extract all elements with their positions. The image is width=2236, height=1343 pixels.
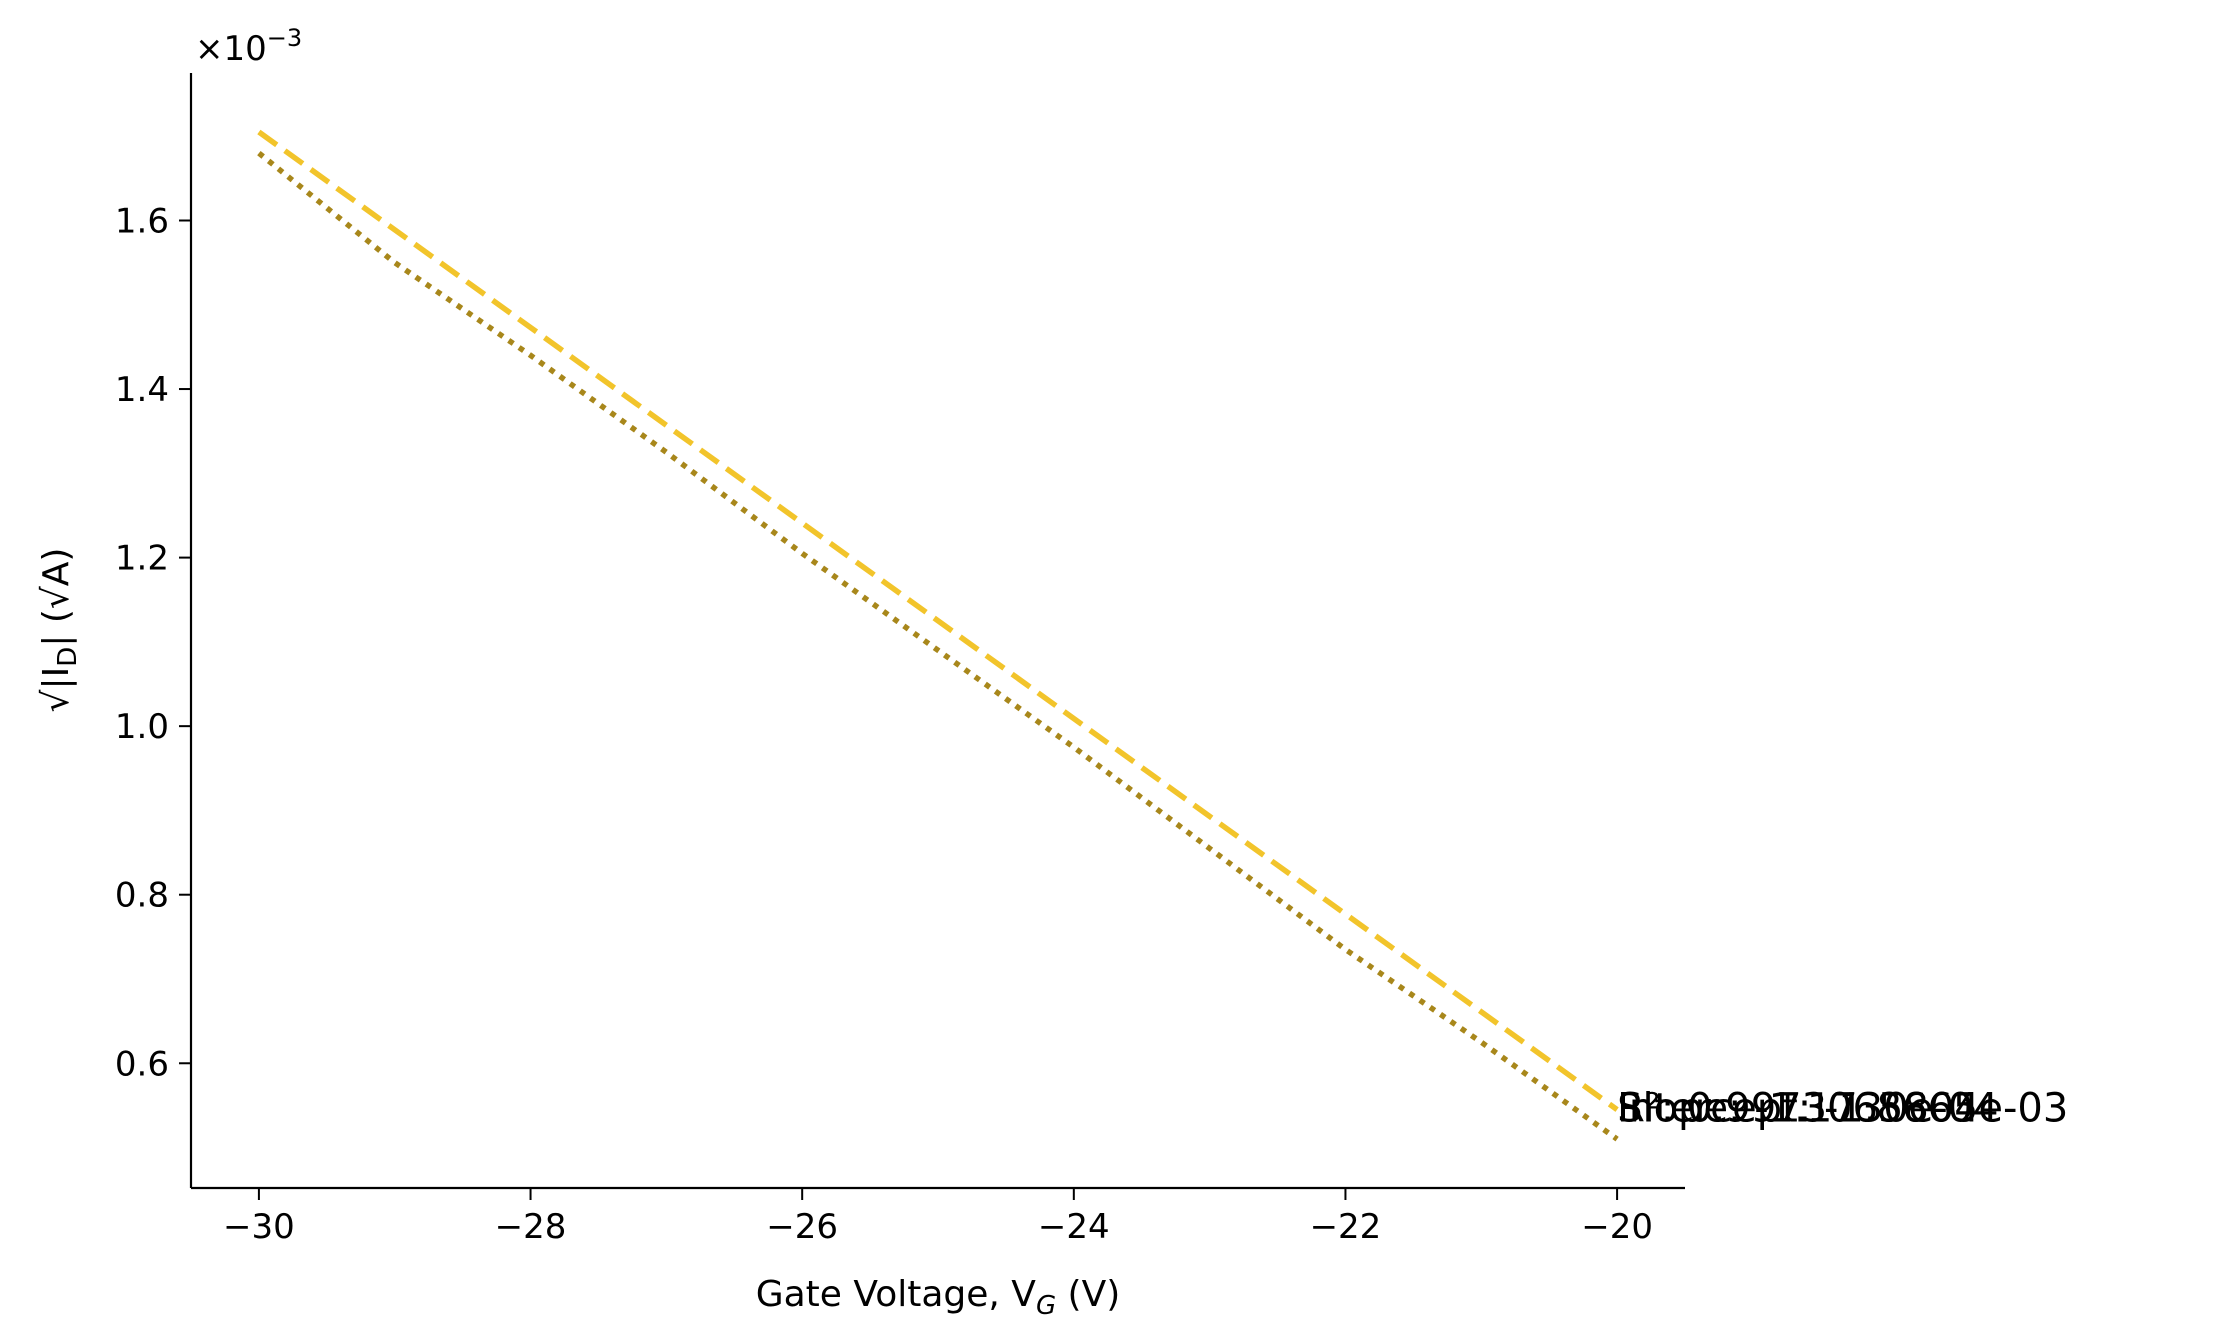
x-axis-label: Gate Voltage, VG (V) — [756, 1274, 1121, 1321]
y-tick-label: 0.6 — [115, 1044, 169, 1084]
fit-annotation: Slope: -1.1730e-04 — [1617, 1086, 1999, 1132]
x-tick-label: −24 — [1038, 1207, 1110, 1247]
fit-annotation: R²: 0.9973065804 — [1617, 1086, 1980, 1132]
y-tick-label: 1.0 — [115, 707, 169, 747]
y-ticks: 0.6 0.8 1.0 1.2 1.4 1.6 — [115, 201, 191, 1084]
fit-annotation: Intercept: -1.8665e-03 — [1617, 1086, 2068, 1132]
axes — [189, 73, 1685, 1190]
y-offset-label: ×10−3 — [195, 24, 302, 69]
y-tick-label: 0.8 — [115, 876, 169, 916]
x-tick-label: −28 — [495, 1207, 567, 1247]
x-ticks: −30 −28 −26 −24 −22 −20 — [223, 1188, 1653, 1247]
x-tick-label: −20 — [1581, 1207, 1653, 1247]
x-tick-label: −22 — [1310, 1207, 1382, 1247]
x-tick-label: −30 — [223, 1207, 295, 1247]
y-axis-label: √|ID| (√A) — [36, 548, 83, 713]
x-tick-label: −26 — [766, 1207, 838, 1247]
y-tick-label: 1.2 — [115, 539, 169, 579]
y-tick-label: 1.6 — [115, 201, 169, 241]
y-tick-label: 1.4 — [115, 370, 169, 410]
fit-line-dashed — [257, 129, 1619, 1112]
series-layer — [257, 129, 1619, 1142]
data-line-dotted — [257, 150, 1619, 1142]
